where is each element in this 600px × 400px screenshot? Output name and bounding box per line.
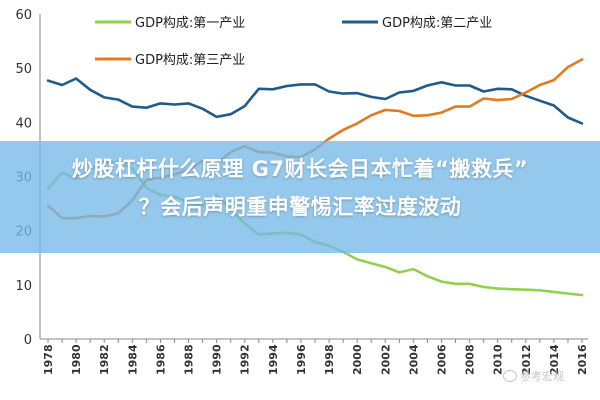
headline-text[interactable]: 炒股杠杆什么原理 G7财长会日本忙着“搬救兵” ？会后声明重申警惕汇率过度波动	[30, 150, 570, 226]
watermark: 参考宏观	[503, 368, 564, 384]
y-tick-label: 40	[15, 116, 32, 131]
x-tick-label: 1998	[323, 344, 336, 375]
watermark-text: 参考宏观	[520, 370, 564, 383]
x-tick-label: 2008	[464, 344, 477, 375]
headline-line-2: ？会后声明重申警惕汇率过度波动	[138, 195, 462, 219]
x-tick-label: 2002	[379, 344, 392, 375]
x-axis-ticks: 1978 1980 1982 1984 1986 1988 1990 1992 1994 1996…	[42, 339, 589, 375]
legend-entry-label: GDP构成:第三产业	[135, 53, 245, 68]
headline-banner	[0, 141, 600, 253]
chart-legend: GDP构成:第一产业 GDP构成:第二产业 GDP构成:第三产业	[95, 16, 492, 68]
x-tick-label: 1988	[183, 344, 196, 375]
y-tick-label: 60	[15, 8, 32, 23]
y-tick-label: 50	[15, 62, 32, 77]
legend-entry-label: GDP构成:第二产业	[382, 16, 492, 31]
x-tick-label: 1978	[42, 344, 55, 375]
x-tick-label: 2012	[520, 344, 533, 375]
x-tick-label: 2004	[407, 344, 420, 375]
x-tick-label: 2014	[548, 344, 561, 375]
y-tick-label: 10	[15, 279, 32, 294]
x-tick-label: 1982	[98, 344, 111, 375]
y-tick-label: 0	[24, 333, 32, 348]
series-line-2	[46, 77, 584, 125]
x-tick-label: 1996	[295, 344, 308, 375]
x-tick-label: 1990	[211, 344, 224, 375]
x-tick-label: 2006	[435, 344, 448, 375]
legend-entry-label: GDP构成:第一产业	[135, 16, 245, 31]
x-tick-label: 1994	[267, 344, 280, 375]
x-tick-label: 1986	[154, 344, 167, 375]
x-tick-label: 2010	[492, 344, 505, 375]
x-tick-label: 1984	[126, 344, 139, 375]
x-tick-label: 2000	[351, 344, 364, 375]
wechat-icon	[503, 370, 517, 382]
headline-line-1: 炒股杠杆什么原理 G7财长会日本忙着“搬救兵”	[71, 157, 529, 181]
x-tick-label: 2016	[576, 344, 589, 375]
x-tick-label: 1980	[70, 344, 83, 375]
x-tick-label: 1992	[239, 344, 252, 375]
